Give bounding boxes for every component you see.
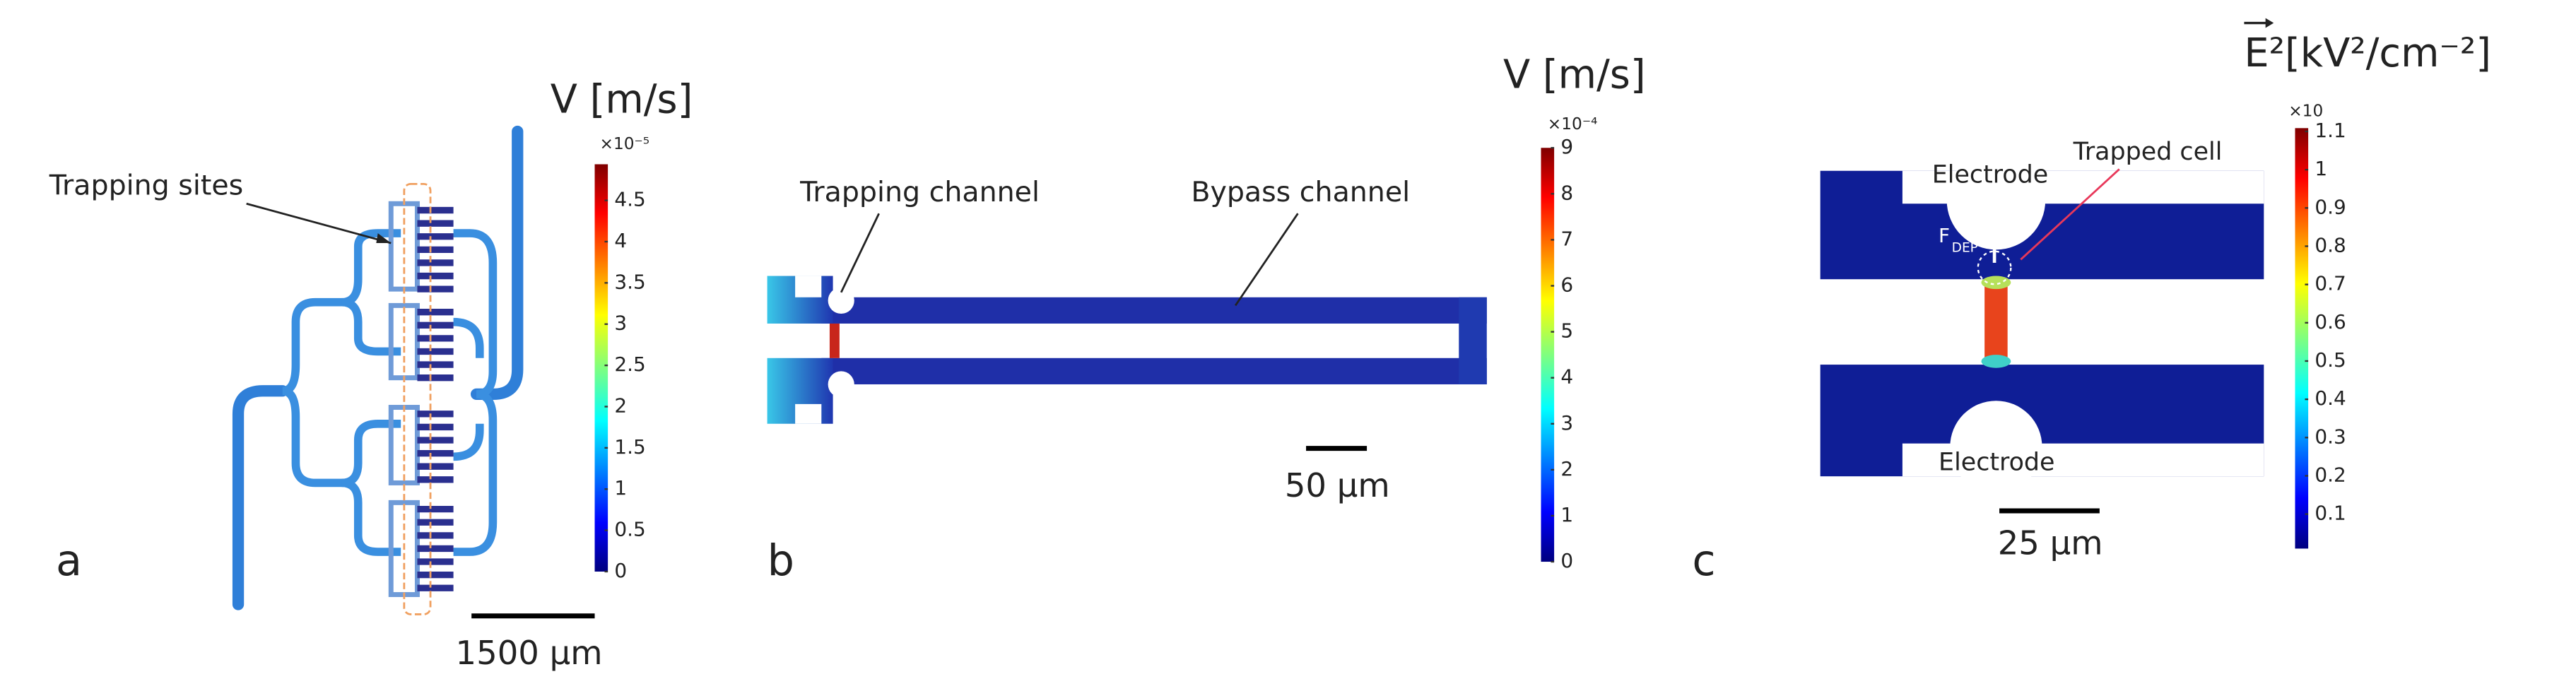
colorbar-tick-label: 1 xyxy=(614,476,627,500)
colorbar-tick-label: 2 xyxy=(614,394,627,417)
channel xyxy=(821,358,1487,384)
colorbar-tick-label: 1 xyxy=(1560,503,1573,526)
panel-b: Trapping channel Bypass channel 50 µm b xyxy=(767,176,1487,586)
panel-label: c xyxy=(1692,536,1715,586)
colorbar-tick-label: 1.1 xyxy=(2315,119,2346,142)
trap-teeth xyxy=(417,206,454,591)
colorbar-tick-label: 4 xyxy=(1560,365,1573,389)
scale-bar-label: 25 µm xyxy=(1998,524,2103,562)
arrow-head xyxy=(2265,18,2274,28)
colorbar-exponent: ×10⁻⁴ xyxy=(1548,114,1598,134)
colorbar-tick-label: 2 xyxy=(1560,457,1573,480)
annotation: Electrode xyxy=(1939,449,2054,477)
colorbar-tick-label: 0 xyxy=(1560,549,1573,572)
colorbar xyxy=(1541,148,1555,562)
arrow-head xyxy=(376,233,392,244)
field-hotspot xyxy=(1981,276,2011,290)
colorbar-tick-label: 3 xyxy=(614,312,627,335)
colorbar-tick-label: 0.5 xyxy=(614,518,645,541)
colorbar-tick-label: 9 xyxy=(1560,135,1573,158)
colorbar-tick-label: 3 xyxy=(1560,411,1573,435)
colorbar-tick-label: 0.7 xyxy=(2315,272,2346,295)
scale-bar-label: 50 µm xyxy=(1285,466,1390,504)
channel xyxy=(1459,297,1487,384)
field-column xyxy=(1984,282,2008,362)
panel-label: a xyxy=(56,536,82,586)
colorbar-tick-label: 0.6 xyxy=(2315,310,2346,333)
colorbar-exponent: ×10⁻⁵ xyxy=(599,134,649,153)
annotation: Electrode xyxy=(1932,161,2048,189)
electrode-bite xyxy=(1950,401,2042,493)
annotation-arrow xyxy=(840,213,880,293)
colorbar-tick-label: 0.5 xyxy=(2315,348,2346,372)
trapped-cell xyxy=(1977,250,2012,285)
colorbar-tick-label: 0.3 xyxy=(2315,425,2346,448)
annotation-arrow xyxy=(1234,213,1299,307)
colorbar-tick-label: 1.5 xyxy=(614,435,645,459)
colorbar-tick-label: 0 xyxy=(614,559,627,582)
colorbar-tick-label: 8 xyxy=(1560,181,1573,204)
inlet-corner xyxy=(795,276,822,297)
colorbar-tick-label: 0.2 xyxy=(2315,463,2346,486)
channel-network xyxy=(232,125,524,610)
annotation: Trapping channel xyxy=(799,176,1040,208)
annotation: Trapping sites xyxy=(49,170,243,202)
notch xyxy=(828,287,854,314)
notch xyxy=(828,371,854,398)
field-hotspot xyxy=(1981,355,2011,368)
channel-tree xyxy=(282,229,498,556)
colorbar xyxy=(2295,128,2309,549)
trapping-channel xyxy=(829,323,840,358)
colorbar-tick-label: 6 xyxy=(1560,273,1573,297)
annotation: Bypass channel xyxy=(1191,176,1410,208)
annotation: Trapped cell xyxy=(2073,138,2223,166)
colorbar-exponent: ×10 xyxy=(2288,102,2323,121)
annotation-arrow xyxy=(2020,168,2120,261)
colorbar-tick-label: 4 xyxy=(614,229,627,252)
colorbar-tick-label: 3.5 xyxy=(614,270,645,293)
colorbar-title: E²[kV²/cm⁻²] xyxy=(2244,30,2491,76)
electrode-bite xyxy=(1946,150,2046,250)
colorbar-tick-label: 1 xyxy=(2315,157,2327,180)
trap-highlight xyxy=(403,182,432,615)
force-label: F xyxy=(1939,224,1950,247)
arrow-head xyxy=(1987,226,2001,239)
colorbar-tick-label: 7 xyxy=(1560,227,1573,250)
colorbar-tick-label: 2.5 xyxy=(614,353,645,376)
colorbar-tick-label: 5 xyxy=(1560,319,1573,343)
panel-a: Trapping sites 1500 µm a xyxy=(49,125,603,672)
panel-label: b xyxy=(767,536,794,586)
colorbar-tick-label: 0.8 xyxy=(2315,233,2346,256)
channel xyxy=(821,297,1487,324)
force-subscript: DEP xyxy=(1952,241,1978,256)
panel-c: F DEP Electrode Trapped cell Electrode 2… xyxy=(1692,18,2274,586)
colorbar xyxy=(594,164,608,572)
scale-bar-label: 1500 µm xyxy=(456,634,603,672)
colorbar-tick-label: 0.9 xyxy=(2315,195,2346,218)
colorbar-tick-label: 4.5 xyxy=(614,188,645,211)
colorbar-title: V [m/s] xyxy=(551,76,693,122)
colorbar-tick-label: 0.4 xyxy=(2315,386,2346,410)
colorbar-title: V [m/s] xyxy=(1503,52,1646,98)
colorbars: V [m/s] ×10⁻⁵ 4.5 4 3.5 3 2.5 2 1.5 1 0.5 0 V [m/s] ×… xyxy=(551,30,2491,582)
colorbar-tick-label: 0.1 xyxy=(2315,502,2346,525)
inlet-corner xyxy=(795,403,822,424)
annotation-arrow xyxy=(246,202,392,244)
